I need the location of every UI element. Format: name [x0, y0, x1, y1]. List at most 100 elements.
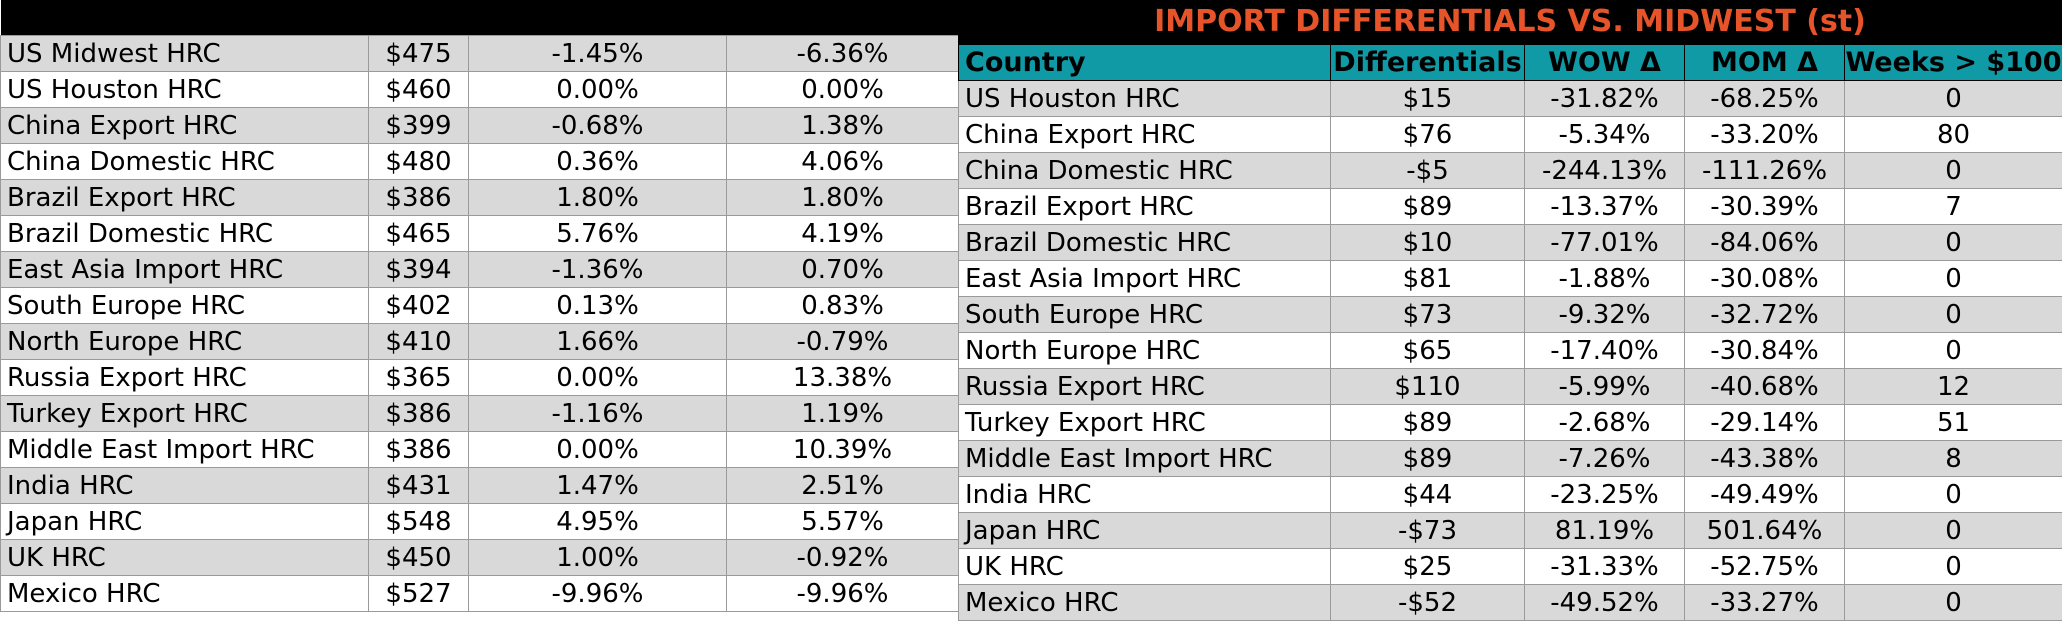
import-differentials-panel: IMPORT DIFFERENTIALS VS. MIDWEST (st) Co…	[958, 0, 2062, 621]
hrc-wow-cell: 1.66%	[468, 323, 727, 360]
diff-mom-cell: -52.75%	[1684, 548, 1845, 585]
diff-country-cell: Brazil Export HRC	[958, 188, 1331, 225]
hrc-table-row: US Houston HRC $460 0.00% 0.00%	[0, 71, 959, 108]
differentials-table-row: US Houston HRC $15 -31.82% -68.25% 0	[958, 80, 2062, 117]
hrc-mom-cell: 2.51%	[726, 467, 959, 504]
hrc-name-cell: Russia Export HRC	[0, 359, 369, 396]
hrc-name-cell: Japan HRC	[0, 503, 369, 540]
diff-mom-cell: -32.72%	[1684, 296, 1845, 333]
diff-mom-cell: -30.39%	[1684, 188, 1845, 225]
diff-country-cell: East Asia Import HRC	[958, 260, 1331, 297]
differentials-table-row: Japan HRC -$73 81.19% 501.64% 0	[958, 512, 2062, 549]
diff-weeks-cell: 7	[1844, 188, 2062, 225]
hrc-name-cell: Brazil Export HRC	[0, 179, 369, 216]
hrc-table-row: East Asia Import HRC $394 -1.36% 0.70%	[0, 251, 959, 288]
diff-value-cell: $15	[1330, 80, 1525, 117]
diff-weeks-cell: 0	[1844, 260, 2062, 297]
diff-value-cell: $89	[1330, 188, 1525, 225]
diff-wow-cell: -1.88%	[1524, 260, 1685, 297]
hrc-mom-cell: 13.38%	[726, 359, 959, 396]
diff-mom-cell: -68.25%	[1684, 80, 1845, 117]
diff-weeks-cell: 0	[1844, 152, 2062, 189]
differentials-table-row: China Export HRC $76 -5.34% -33.20% 80	[958, 116, 2062, 153]
hrc-table-row: China Domestic HRC $480 0.36% 4.06%	[0, 143, 959, 180]
diff-weeks-cell: 80	[1844, 116, 2062, 153]
diff-value-cell: -$52	[1330, 584, 1525, 621]
hrc-name-cell: US Midwest HRC	[0, 35, 369, 72]
diff-weeks-cell: 0	[1844, 80, 2062, 117]
hrc-price-cell: $394	[368, 251, 469, 288]
diff-mom-cell: -29.14%	[1684, 404, 1845, 441]
hrc-wow-cell: 1.80%	[468, 179, 727, 216]
hrc-mom-cell: -6.36%	[726, 35, 959, 72]
hrc-price-cell: $365	[368, 359, 469, 396]
diff-weeks-cell: 0	[1844, 584, 2062, 621]
diff-country-cell: China Export HRC	[958, 116, 1331, 153]
diff-value-cell: $89	[1330, 440, 1525, 477]
hrc-table-row: US Midwest HRC $475 -1.45% -6.36%	[0, 35, 959, 72]
diff-mom-cell: -33.27%	[1684, 584, 1845, 621]
diff-country-cell: India HRC	[958, 476, 1331, 513]
hrc-price-cell: $450	[368, 539, 469, 576]
hrc-wow-cell: 0.00%	[468, 431, 727, 468]
diff-mom-cell: -33.20%	[1684, 116, 1845, 153]
diff-wow-cell: -23.25%	[1524, 476, 1685, 513]
diff-wow-cell: -31.82%	[1524, 80, 1685, 117]
hrc-price-cell: $465	[368, 215, 469, 252]
hrc-mom-cell: -0.92%	[726, 539, 959, 576]
diff-mom-cell: -111.26%	[1684, 152, 1845, 189]
diff-weeks-cell: 8	[1844, 440, 2062, 477]
hrc-price-cell: $399	[368, 107, 469, 144]
hrc-table-row: UK HRC $450 1.00% -0.92%	[0, 539, 959, 576]
hrc-price-table: HRC in Short Tons Price WoW Change MoM C…	[0, 0, 959, 612]
diff-mom-cell: -84.06%	[1684, 224, 1845, 261]
hrc-price-cell: $386	[368, 179, 469, 216]
diff-wow-cell: -49.52%	[1524, 584, 1685, 621]
diff-wow-cell: -5.34%	[1524, 116, 1685, 153]
hrc-wow-cell: 0.00%	[468, 71, 727, 108]
diff-mom-cell: -43.38%	[1684, 440, 1845, 477]
diff-value-cell: $10	[1330, 224, 1525, 261]
hrc-mom-cell: -0.79%	[726, 323, 959, 360]
hrc-table-row: Middle East Import HRC $386 0.00% 10.39%	[0, 431, 959, 468]
differentials-table-row: India HRC $44 -23.25% -49.49% 0	[958, 476, 2062, 513]
hrc-wow-cell: 0.00%	[468, 359, 727, 396]
hrc-price-cell: $386	[368, 431, 469, 468]
diff-value-cell: $76	[1330, 116, 1525, 153]
hrc-price-cell: $460	[368, 71, 469, 108]
hrc-table-row: Japan HRC $548 4.95% 5.57%	[0, 503, 959, 540]
diff-value-cell: -$5	[1330, 152, 1525, 189]
hrc-table-body: US Midwest HRC $475 -1.45% -6.36% US Houston…	[0, 35, 959, 612]
hrc-wow-cell: -1.45%	[468, 35, 727, 72]
differentials-table-row: North Europe HRC $65 -17.40% -30.84% 0	[958, 332, 2062, 369]
hrc-mom-cell: 0.83%	[726, 287, 959, 324]
hrc-price-cell: $548	[368, 503, 469, 540]
hrc-name-cell: UK HRC	[0, 539, 369, 576]
hrc-table-row: Brazil Domestic HRC $465 5.76% 4.19%	[0, 215, 959, 252]
hrc-name-cell: Turkey Export HRC	[0, 395, 369, 432]
differentials-table-row: UK HRC $25 -31.33% -52.75% 0	[958, 548, 2062, 585]
hrc-mom-cell: 0.00%	[726, 71, 959, 108]
differentials-table-row: Mexico HRC -$52 -49.52% -33.27% 0	[958, 584, 2062, 621]
diff-weeks-cell: 51	[1844, 404, 2062, 441]
diff-weeks-cell: 0	[1844, 512, 2062, 549]
hrc-wow-cell: -1.36%	[468, 251, 727, 288]
diff-value-cell: $110	[1330, 368, 1525, 405]
differentials-table-body: US Houston HRC $15 -31.82% -68.25% 0 China Ex…	[958, 80, 2062, 621]
differentials-table-row: China Domestic HRC -$5 -244.13% -111.26% 0	[958, 152, 2062, 189]
header-wow-change: WoW Change	[468, 0, 727, 36]
diff-weeks-cell: 0	[1844, 476, 2062, 513]
hrc-wow-cell: 4.95%	[468, 503, 727, 540]
differentials-table-row: Brazil Export HRC $89 -13.37% -30.39% 7	[958, 188, 2062, 225]
col-header-wow-delta: WOW Δ	[1524, 44, 1685, 81]
diff-mom-cell: -40.68%	[1684, 368, 1845, 405]
hrc-wow-cell: -9.96%	[468, 575, 727, 612]
diff-weeks-cell: 0	[1844, 332, 2062, 369]
hrc-name-cell: South Europe HRC	[0, 287, 369, 324]
diff-wow-cell: -244.13%	[1524, 152, 1685, 189]
hrc-table-row: Russia Export HRC $365 0.00% 13.38%	[0, 359, 959, 396]
hrc-mom-cell: 1.19%	[726, 395, 959, 432]
diff-mom-cell: -30.08%	[1684, 260, 1845, 297]
diff-mom-cell: -49.49%	[1684, 476, 1845, 513]
differentials-table-row: Brazil Domestic HRC $10 -77.01% -84.06% 0	[958, 224, 2062, 261]
